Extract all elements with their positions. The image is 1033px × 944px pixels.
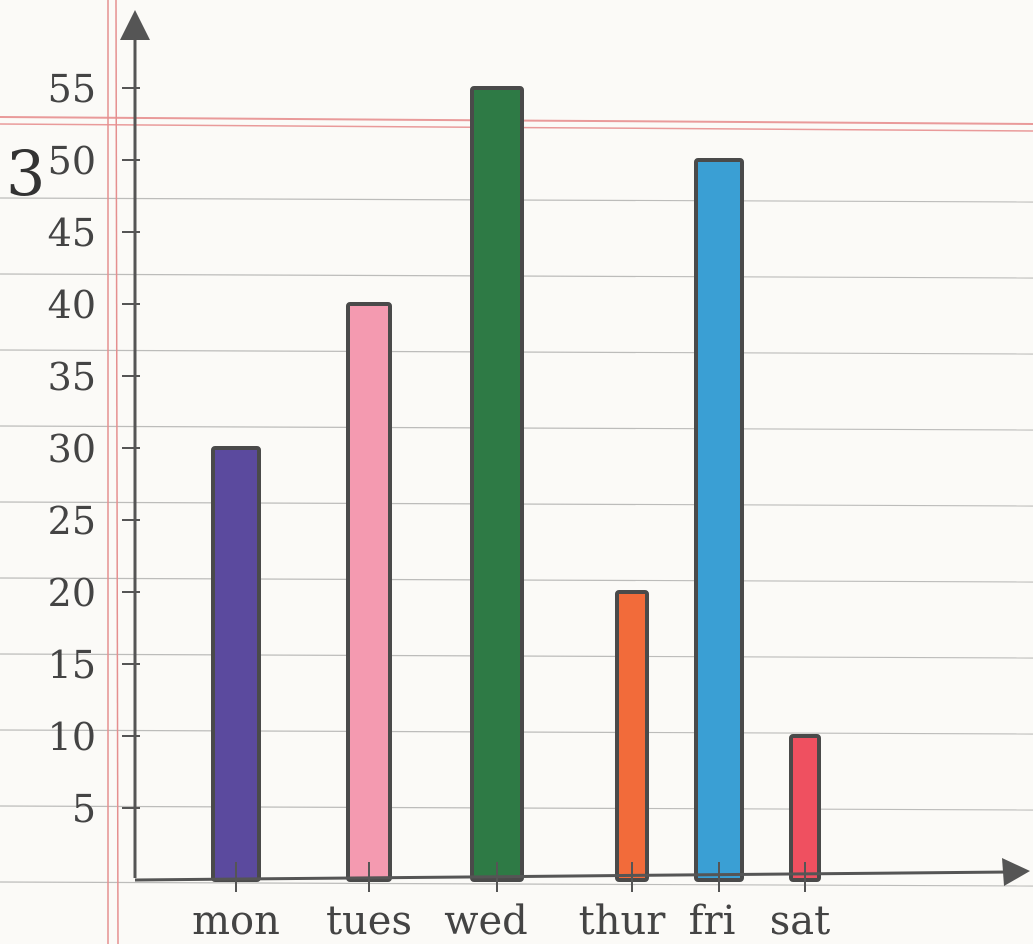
y-tick-label: 15 (48, 643, 96, 687)
x-axis-line (134, 870, 1011, 882)
margin-number: 3 (6, 137, 45, 210)
y-tick-label: 35 (48, 355, 96, 399)
bar-sat (789, 734, 821, 882)
y-axis-arrow-icon (120, 10, 150, 40)
margin-vertical-line-right (115, 0, 119, 944)
x-category-label: fri (689, 898, 736, 944)
x-axis-arrow-icon (1002, 858, 1030, 886)
y-tick-label: 30 (48, 427, 96, 471)
bar-tues (346, 302, 392, 882)
y-tick-label: 45 (48, 211, 96, 255)
bars-group (211, 86, 821, 882)
ruled-line (0, 881, 1033, 887)
y-tick-label: 10 (48, 715, 96, 759)
x-category-label: tues (326, 898, 412, 944)
y-tick-label: 25 (48, 499, 96, 543)
bar-thur (615, 590, 649, 882)
y-tick-label: 55 (48, 67, 96, 111)
y-tick-label: 5 (72, 787, 96, 831)
y-axis-ticks: 5 10 15 20 25 30 35 40 45 50 55 (48, 67, 140, 831)
x-category-label: thur (579, 898, 667, 944)
bar-wed (470, 86, 524, 882)
bar-fri (694, 158, 744, 882)
y-tick-label: 20 (48, 571, 96, 615)
x-category-label: wed (444, 898, 528, 944)
x-axis-ticks: mon tues wed thur fri sat (192, 862, 830, 944)
y-tick-label: 40 (48, 283, 96, 327)
x-category-label: mon (192, 898, 280, 944)
y-tick-label: 50 (48, 139, 96, 183)
bar-mon (211, 446, 261, 882)
x-category-label: sat (770, 898, 830, 944)
